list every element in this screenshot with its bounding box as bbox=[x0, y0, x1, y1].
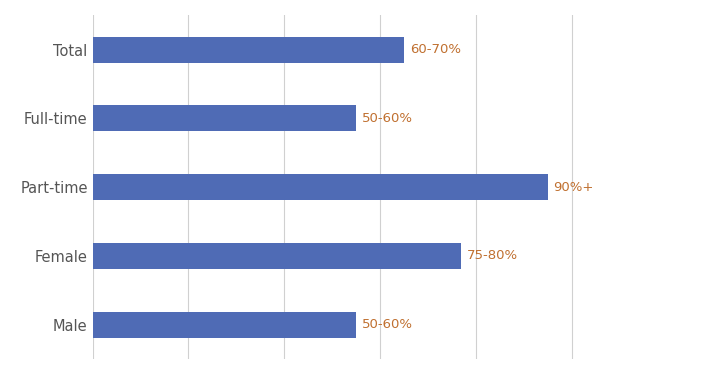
Bar bbox=[93, 312, 356, 338]
Text: 50-60%: 50-60% bbox=[362, 318, 413, 331]
Bar bbox=[93, 105, 356, 131]
Text: 75-80%: 75-80% bbox=[467, 249, 518, 262]
Text: 90%+: 90%+ bbox=[553, 181, 594, 194]
Bar bbox=[93, 174, 548, 200]
Bar bbox=[93, 243, 461, 269]
Text: 50-60%: 50-60% bbox=[362, 112, 413, 125]
Text: 60-70%: 60-70% bbox=[409, 43, 461, 56]
Bar bbox=[93, 37, 404, 63]
